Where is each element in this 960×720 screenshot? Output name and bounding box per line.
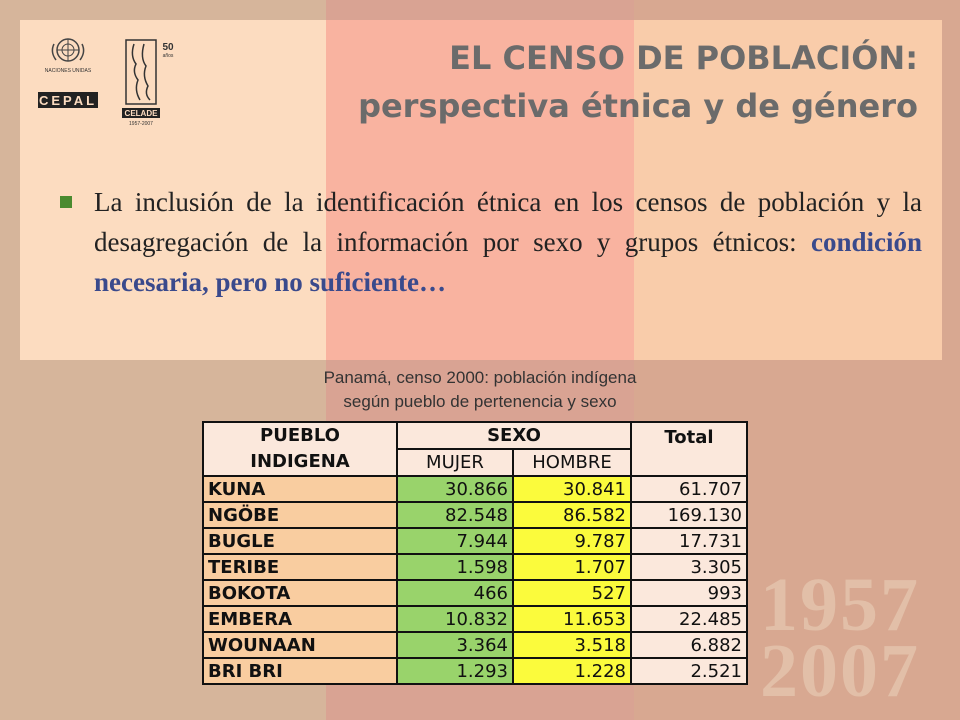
mujer-cell: 1.293 [396,657,514,685]
table-row: BUGLE 7.944 9.787 17.731 [202,527,748,555]
total-cell: 6.882 [630,631,748,659]
pueblo-cell: WOUNAAN [202,631,398,659]
hombre-cell: 1.228 [512,657,632,685]
mujer-cell: 3.364 [396,631,514,659]
population-table: PUEBLO INDIGENA SEXO Total MUJER HOMBRE … [202,421,748,685]
table-caption-line1: Panamá, censo 2000: población indígena [323,368,637,387]
watermark-year2-text: 2007 [760,629,920,713]
header-sexo: SEXO [396,421,632,450]
watermark-year1-text: 1957 [760,563,920,647]
pueblo-cell: EMBERA [202,605,398,633]
title-line2: perspectiva étnica y de género [358,87,918,125]
mujer-cell: 466 [396,579,514,607]
pueblo-cell: NGÖBE [202,501,398,529]
celade-logo-box [122,108,160,118]
watermark-year-2007: 2007 [760,628,920,715]
pueblo-cell: TERIBE [202,553,398,581]
total-cell: 22.485 [630,605,748,633]
header-hombre: HOMBRE [512,448,632,477]
table-row: EMBERA 10.832 11.653 22.485 [202,605,748,633]
header-mujer: MUJER [396,448,514,477]
bullet-body: La inclusión de la identificación étnica… [94,187,922,257]
celade-years: 1957-2007 [129,121,153,126]
hombre-cell: 3.518 [512,631,632,659]
hombre-cell: 9.787 [512,527,632,555]
table-row: KUNA 30.866 30.841 61.707 [202,475,748,503]
pueblo-cell: KUNA [202,475,398,503]
table-caption-line2: según pueblo de pertenencia y sexo [343,392,617,411]
total-cell: 3.305 [630,553,748,581]
un-emblem-icon [51,38,85,62]
table-row: NGÖBE 82.548 86.582 169.130 [202,501,748,529]
bullet-point: La inclusión de la identificación étnica… [60,182,922,302]
total-cell: 993 [630,579,748,607]
header-pueblo-line1: PUEBLO [260,425,340,446]
hombre-cell: 1.707 [512,553,632,581]
hombre-cell: 86.582 [512,501,632,529]
pueblo-cell: BOKOTA [202,579,398,607]
cepal-logo-box [38,92,98,108]
celade-fifty: 50 [162,42,174,53]
pueblo-cell: BUGLE [202,527,398,555]
mujer-cell: 30.866 [396,475,514,503]
hombre-cell: 11.653 [512,605,632,633]
celade-fifty-sub: años [163,53,174,59]
total-cell: 169.130 [630,501,748,529]
total-cell: 2.521 [630,657,748,685]
hombre-cell: 30.841 [512,475,632,503]
celade-label: CELADE [125,109,159,118]
slide-title: EL CENSO DE POBLACIÓN: perspectiva étnic… [358,34,918,130]
pueblo-cell: BRI BRI [202,657,398,685]
table-row: BRI BRI 1.293 1.228 2.521 [202,657,748,685]
celade-profiles-icon [125,39,157,105]
header-frame [20,20,942,360]
table-row: WOUNAAN 3.364 3.518 6.882 [202,631,748,659]
total-cell: 17.731 [630,527,748,555]
mujer-cell: 82.548 [396,501,514,529]
un-label: NACIONES UNIDAS [45,68,92,74]
logos: NACIONES UNIDAS CEPAL 50 años CELADE 195… [38,38,174,126]
table-row: BOKOTA 466 527 993 [202,579,748,607]
cepal-label: CEPAL [39,93,97,108]
header-pueblo: PUEBLO INDIGENA [202,421,398,477]
total-cell: 61.707 [630,475,748,503]
header-total: Total [630,421,748,477]
watermark-year-1957: 1957 [760,562,920,649]
hombre-cell: 527 [512,579,632,607]
title-line1: EL CENSO DE POBLACIÓN: [449,39,918,77]
bullet-emphasis: condición necesaria, pero no suficiente… [94,227,922,297]
mujer-cell: 10.832 [396,605,514,633]
mujer-cell: 7.944 [396,527,514,555]
bullet-square-icon [60,196,72,208]
mujer-cell: 1.598 [396,553,514,581]
bullet-text: La inclusión de la identificación étnica… [94,182,922,302]
table-row: TERIBE 1.598 1.707 3.305 [202,553,748,581]
header-pueblo-line2: INDIGENA [250,451,350,472]
